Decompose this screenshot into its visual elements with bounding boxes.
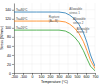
tick: 100 <box>5 26 14 30</box>
y-axis-title: Stress (N/mm²) <box>0 26 4 50</box>
tick-label: -200 <box>11 75 18 79</box>
x-axis: -200-100 0 100200300400500600700 <box>11 73 98 79</box>
tick-label: -100 <box>20 75 27 79</box>
grid-line <box>14 3 15 73</box>
line <box>14 21 95 68</box>
tick-label: 140 <box>5 8 11 12</box>
tick-label: 200 <box>48 75 54 79</box>
annotation-line: (A₂₁₄B) <box>49 19 58 23</box>
axis-line <box>15 73 96 74</box>
grid-line <box>41 3 42 73</box>
tick-label: 120 <box>5 17 11 21</box>
annotation: Rupture(A₂₁₄B) <box>49 16 60 24</box>
grid-line <box>14 36 95 37</box>
tick-label: 0 <box>9 72 11 76</box>
tick-mark <box>12 37 14 38</box>
y-axis: 0 20 40 60 80 100 120 140 <box>5 4 14 76</box>
tick-label: 80 <box>7 35 11 39</box>
chart: -200-10001002003004005006007000204060801… <box>0 0 100 84</box>
tick: 0 <box>32 73 34 79</box>
tick: 60 <box>7 45 14 49</box>
grid-line <box>95 3 96 73</box>
grid-line <box>59 3 60 73</box>
tick-label: 500 <box>75 75 81 79</box>
tick-label: 60 <box>7 45 11 49</box>
x-axis-title: Temperature (°C) <box>41 80 68 84</box>
grid <box>14 3 95 73</box>
series-labels: Ts=80°C Ts=40°C Ts=20°C <box>16 8 28 30</box>
tick: 20 <box>7 63 14 67</box>
tick: 100 <box>39 73 45 79</box>
grid-line <box>14 54 95 55</box>
line <box>14 30 95 71</box>
annotation-line: stress 3 <box>77 31 88 35</box>
tick-label: 300 <box>57 75 63 79</box>
tick-label: 600 <box>84 75 90 79</box>
grid-line <box>14 45 95 46</box>
grid-line <box>14 73 95 74</box>
tick: 40 <box>7 54 14 58</box>
tick-label: 100 <box>39 75 45 79</box>
series-label: Ts=80°C <box>16 8 28 12</box>
tick: 140 <box>5 8 14 12</box>
annotation: Allowablestress 1 <box>69 7 82 15</box>
tick-mark <box>12 73 14 74</box>
tick: 200 <box>48 73 54 79</box>
line <box>14 12 95 66</box>
tick-label: 700 <box>93 75 99 79</box>
grid-line <box>23 3 24 73</box>
annotation-line: stress 2 <box>73 21 84 25</box>
grid-line <box>68 3 69 73</box>
tick: 300 <box>57 73 63 79</box>
tick-mark <box>12 19 14 20</box>
annotation: Allowablestress 3 <box>77 27 90 35</box>
annotation: Allowablestress 2 <box>73 17 86 25</box>
tick: 0 <box>9 72 14 76</box>
grid-line <box>50 3 51 73</box>
tick-mark <box>12 10 14 11</box>
tick: -100 <box>20 73 27 79</box>
tick: 700 <box>93 73 99 79</box>
tick: 120 <box>5 17 14 21</box>
series-label: Ts=20°C <box>16 26 28 30</box>
series-label: Ts=40°C <box>16 17 28 21</box>
tick: 600 <box>84 73 90 79</box>
grid-line <box>32 3 33 73</box>
tick-label: 400 <box>66 75 72 79</box>
tick-label: 20 <box>7 63 11 67</box>
tick: 400 <box>66 73 72 79</box>
tick-mark <box>12 28 14 29</box>
tick-mark <box>12 46 14 47</box>
tick-mark <box>12 64 14 65</box>
tick: 80 <box>7 35 14 39</box>
axis-line <box>14 4 15 74</box>
annotation-line: stress 1 <box>69 11 80 15</box>
tick-mark <box>12 55 14 56</box>
tick-label: 100 <box>5 26 11 30</box>
tick-label: 40 <box>7 54 11 58</box>
tick-label: 0 <box>32 75 34 79</box>
tick: 500 <box>75 73 81 79</box>
grid-line <box>14 63 95 64</box>
plot-area <box>14 12 95 71</box>
tick: -200 <box>11 73 18 79</box>
annotations: Rupture(A₂₁₄B) Allowablestress 1 Allowable… <box>49 7 90 34</box>
